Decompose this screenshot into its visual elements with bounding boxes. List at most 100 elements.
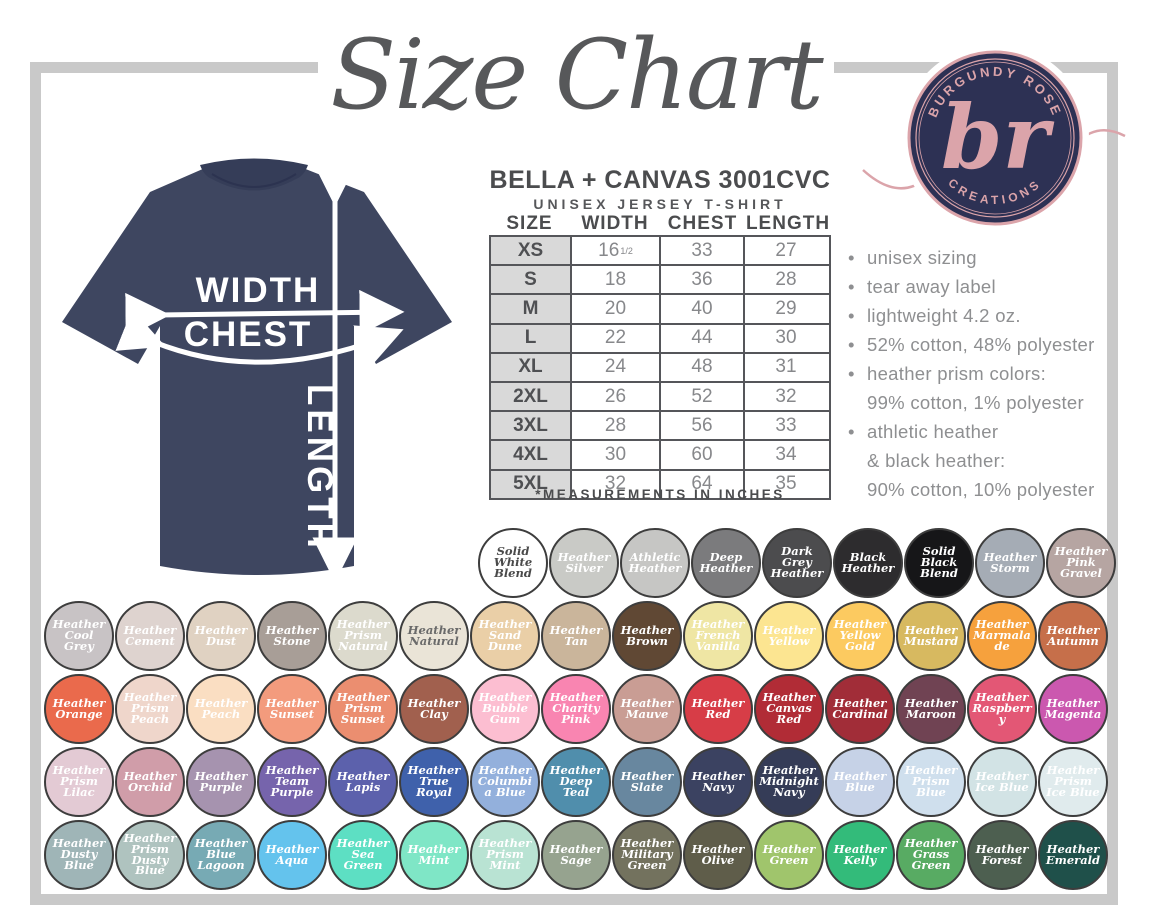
swatch-row: Heather Cool Grey Heather Cement Heather…	[0, 599, 1152, 672]
feature-list: • unisex sizing • tear away label • lightweig…	[846, 243, 1126, 504]
color-swatch-label: Heather Prism Sunset	[336, 690, 390, 726]
color-swatch: Heather Sage	[541, 819, 611, 890]
chest-cell: 60	[659, 441, 743, 469]
color-swatch-label: Heather Prism Mint	[478, 836, 532, 872]
color-swatch: Heather Prism Mint	[470, 819, 540, 890]
color-swatch-label: Heather Emerald	[1045, 841, 1101, 867]
color-swatch: Heather Red	[683, 673, 753, 744]
color-swatch: Heather Prism Blue	[896, 746, 966, 817]
color-swatch-label: Heather Cardinal	[832, 695, 888, 721]
length-cell: 28	[743, 266, 827, 294]
color-swatch: Heather Kelly	[825, 819, 895, 890]
chest-cell: 56	[659, 412, 743, 440]
chest-cell: 36	[659, 266, 743, 294]
color-swatch-label: Heather Mustard	[903, 622, 959, 648]
color-swatch: Black Heather	[833, 527, 903, 598]
logo-monogram: br	[941, 85, 1055, 189]
color-swatch: Heather Pink Gravel	[1046, 527, 1116, 598]
color-swatch: Heather Natural	[399, 600, 469, 671]
chest-arrow	[115, 309, 404, 368]
length-label: LENGTH	[300, 384, 339, 552]
color-swatch: Heather Lapis	[328, 746, 398, 817]
color-swatch-label: Heather Maroon	[904, 695, 958, 721]
color-swatch: Heather Mauve	[612, 673, 682, 744]
color-swatch: Heather Cement	[115, 600, 185, 671]
page-title: Size Chart	[330, 19, 823, 131]
style-subheading: UNISEX JERSEY T-SHIRT	[533, 196, 787, 212]
color-swatch-label: Heather Storm	[983, 549, 1037, 575]
bullet-icon: •	[848, 334, 855, 355]
color-swatch: Dark Grey Heather	[762, 527, 832, 598]
color-swatch: Heather Ice Blue	[967, 746, 1037, 817]
brand-heading: BELLA + CANVAS 3001CVC	[489, 166, 831, 194]
size-table-row: XL 24 48 31	[491, 351, 829, 381]
color-swatch-label: Heather Charity Pink	[549, 690, 603, 726]
color-swatch: Heather Purple	[186, 746, 256, 817]
feature-item-continuation: & black heather:	[867, 450, 1006, 471]
size-table-row: XS 16 1/2 33 27	[491, 237, 829, 265]
color-swatch: Heather Storm	[975, 527, 1045, 598]
color-swatch: Heather Cardinal	[825, 673, 895, 744]
color-swatch-label: Black Heather	[841, 549, 895, 575]
color-swatch: Heather Blue	[825, 746, 895, 817]
column-header-width: WIDTH	[581, 213, 649, 234]
length-cell: 33	[743, 412, 827, 440]
size-table: XS 16 1/2 33 27 S 18 36 28 M 20 40 29 L 2…	[489, 235, 831, 500]
color-swatch-label: Heather Prism Blue	[904, 763, 958, 799]
color-swatch: Heather Magenta	[1038, 673, 1108, 744]
color-swatch-label: Heather Brown	[620, 622, 674, 648]
width-label: WIDTH	[196, 271, 321, 310]
size-cell: S	[491, 266, 570, 294]
size-table-column-headers: SIZE WIDTH CHEST LENGTH	[489, 213, 831, 235]
color-swatch-label: Heather Yellow Gold	[833, 617, 887, 653]
color-swatch-label: Athletic Heather	[628, 549, 682, 575]
color-swatch-label: Heather Mauve	[620, 695, 674, 721]
tshirt-collar-seam	[211, 173, 297, 188]
color-swatch-label: Heather Prism Ice Blue	[1046, 763, 1100, 799]
color-swatch-label: Dark Grey Heather	[770, 544, 824, 580]
swatch-row: Heather Prism Lilac Heather Orchid Heath…	[0, 745, 1152, 818]
color-swatch-label: Heather Slate	[620, 768, 674, 794]
width-cell: 22	[570, 324, 659, 352]
color-swatch-label: Heather Yellow	[762, 622, 816, 648]
color-swatch: Heather True Royal	[399, 746, 469, 817]
size-table-row: M 20 40 29	[491, 293, 829, 323]
color-swatch-label: Heather Dusty Blue	[52, 836, 106, 872]
size-table-row: 2XL 26 52 32	[491, 380, 829, 411]
color-swatch-label: Heather Prism Lilac	[52, 763, 106, 799]
color-swatch-label: Heather Blue	[833, 768, 887, 794]
length-cell: 30	[743, 324, 827, 352]
column-header-size: SIZE	[506, 213, 553, 234]
color-swatch: Heather Sand Dune	[470, 600, 540, 671]
color-swatch: Heather Aqua	[257, 819, 327, 890]
bullet-icon: •	[848, 247, 855, 268]
swatch-row: Solid White Blend Heather Silver Athleti…	[0, 526, 1152, 599]
color-swatch: Solid Black Blend	[904, 527, 974, 598]
color-swatch: Deep Heather	[691, 527, 761, 598]
feature-item-continuation: 99% cotton, 1% polyester	[867, 392, 1084, 413]
feature-item: • heather prism colors:	[846, 359, 1126, 388]
color-swatch: Heather Charity Pink	[541, 673, 611, 744]
color-swatch-label: Heather French Vanilla	[691, 617, 745, 653]
color-swatch-label: Heather Tan	[549, 622, 603, 648]
color-swatch: Heather Prism Natural	[328, 600, 398, 671]
color-swatch: Heather Dusty Blue	[44, 819, 114, 890]
color-swatch: Heather French Vanilla	[683, 600, 753, 671]
color-swatch: Heather Brown	[612, 600, 682, 671]
color-swatch-label: Heather Autumn	[1046, 622, 1100, 648]
length-cell: 35	[743, 470, 827, 498]
bullet-icon: •	[848, 421, 855, 442]
color-swatch: Heather Military Green	[612, 819, 682, 890]
logo-inner-ring	[915, 58, 1075, 218]
color-swatch-label: Solid Black Blend	[920, 544, 958, 580]
column-header-length: LENGTH	[745, 213, 831, 234]
color-swatch: Heather Raspberry	[967, 673, 1037, 744]
color-swatch: Heather Maroon	[896, 673, 966, 744]
color-swatch-label: Heather Marmalade	[973, 617, 1031, 653]
color-swatch: Athletic Heather	[620, 527, 690, 598]
width-cell: 24	[570, 353, 659, 381]
color-swatch: Heather Emerald	[1038, 819, 1108, 890]
feature-item: • unisex sizing	[846, 243, 1126, 272]
size-cell: 3XL	[491, 412, 570, 440]
color-swatch: Heather Prism Sunset	[328, 673, 398, 744]
